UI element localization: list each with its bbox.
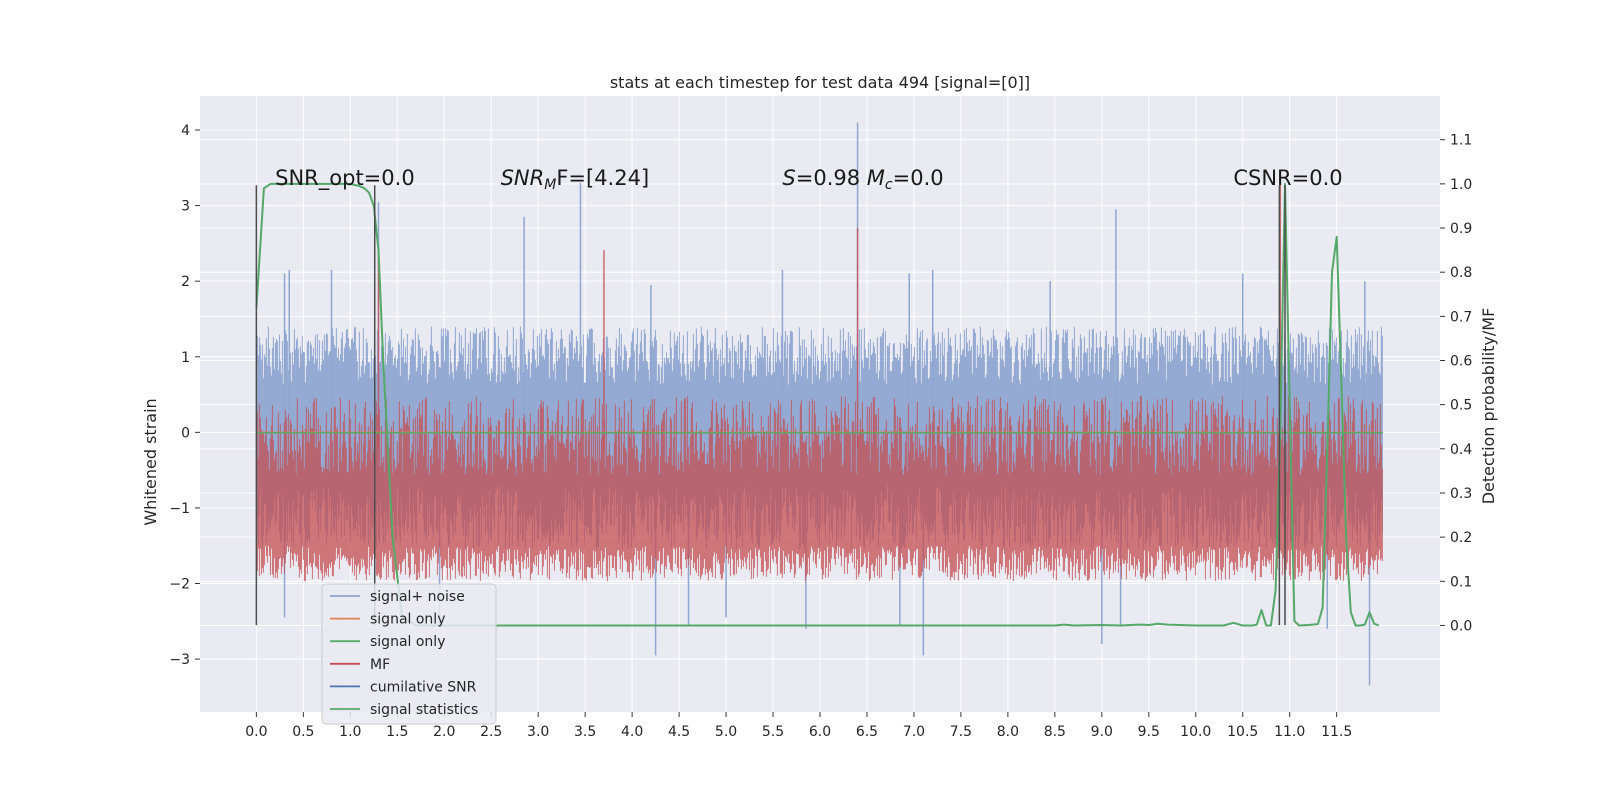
y-tick-label: 1	[181, 350, 190, 366]
legend-label: signal only	[370, 612, 445, 628]
annotation: S=0.98 Mc=0.0	[782, 166, 943, 193]
y-tick-label: 0	[181, 425, 190, 441]
x-tick-label: 7.0	[903, 724, 925, 740]
y2-tick-label: 1.1	[1450, 133, 1472, 149]
x-tick-label: 6.0	[809, 724, 831, 740]
x-tick-label: 6.5	[856, 724, 878, 740]
annotation-tail: F=[4.24]	[556, 166, 649, 190]
chart-title: stats at each timestep for test data 494…	[610, 73, 1030, 92]
legend-label: signal statistics	[370, 702, 478, 718]
x-tick-label: 9.5	[1138, 724, 1160, 740]
x-tick-label: 2.5	[480, 724, 502, 740]
x-tick-label: 11.0	[1274, 724, 1305, 740]
y2-tick-label: 0.8	[1450, 265, 1472, 281]
legend-label: signal only	[370, 634, 445, 650]
axes: 0.0 0.5 1.0 1.5 2.0 2.5 3.0 3.5 4.0 4.5 5.0 5.5 6.0 6…	[169, 123, 1472, 740]
y2-tick-label: 0.5	[1450, 398, 1472, 414]
annotation-part: SNR	[501, 166, 545, 190]
y2-tick-label: 0.0	[1450, 618, 1472, 634]
y-tick-label: 2	[181, 274, 190, 290]
x-tick-label: 4.5	[668, 724, 690, 740]
legend-box	[321, 583, 497, 725]
y2-tick-label: 0.1	[1450, 574, 1472, 590]
x-tick-label: 5.5	[762, 724, 784, 740]
legend-label: MF	[370, 657, 390, 673]
y2-tick-label: 0.3	[1450, 486, 1472, 502]
x-tick-label: 0.0	[245, 724, 267, 740]
annotation-part: S	[782, 166, 795, 190]
y-tick-label: −1	[169, 501, 190, 517]
y2-tick-label: 0.4	[1450, 442, 1472, 458]
x-tick-label: 1.0	[339, 724, 361, 740]
annotations: SNR_opt=0.0 SNRMF=[4.24] S=0.98 Mc=0.0 CSNR…	[275, 166, 1342, 193]
annotation: SNR_opt=0.0	[275, 166, 415, 191]
y-tick-label: 4	[181, 123, 190, 139]
x-tick-label: 7.5	[950, 724, 972, 740]
legend-label: signal+ noise	[370, 589, 465, 605]
annotation-sub: M	[544, 177, 556, 193]
legend-label: cumilative SNR	[370, 679, 477, 695]
x-tick-label: 2.0	[433, 724, 455, 740]
x-tick-label: 3.5	[574, 724, 596, 740]
annotation-tail: =0.0	[893, 166, 944, 190]
y2-tick-label: 0.2	[1450, 530, 1472, 546]
x-tick-label: 9.0	[1091, 724, 1113, 740]
x-tick-label: 11.5	[1321, 724, 1352, 740]
x-tick-label: 4.0	[621, 724, 643, 740]
x-tick-label: 5.0	[715, 724, 737, 740]
annotation: CSNR=0.0	[1233, 166, 1342, 190]
annotation-sub: c	[885, 177, 893, 193]
series-mf	[255, 395, 1383, 582]
y2-axis-label: Detection probability/MF	[1479, 308, 1498, 505]
series-signal-statistics	[255, 182, 1380, 627]
y2-tick-label: 0.7	[1450, 309, 1472, 325]
x-tick-label: 8.5	[1044, 724, 1066, 740]
vertical-markers	[255, 185, 1286, 626]
series-layer	[255, 122, 1383, 686]
x-tick-label: 8.0	[997, 724, 1019, 740]
legend: signal+ noise signal only signal only MF cum…	[321, 583, 497, 725]
x-tick-label: 10.0	[1180, 724, 1211, 740]
y-axis-label: Whitened strain	[141, 398, 160, 525]
x-tick-label: 0.5	[292, 724, 314, 740]
y-tick-label: 3	[181, 199, 190, 215]
annotation-part: M	[867, 166, 885, 190]
x-tick-label: 3.0	[527, 724, 549, 740]
x-tick-label: 10.5	[1227, 724, 1258, 740]
y-tick-label: −3	[169, 652, 190, 668]
x-tick-label: 1.5	[386, 724, 408, 740]
annotation-tail: =0.98	[796, 166, 867, 190]
y2-tick-label: 0.9	[1450, 221, 1472, 237]
y2-tick-label: 0.6	[1450, 354, 1472, 370]
series-mf-spikes	[377, 183, 1282, 449]
annotation: SNRMF=[4.24]	[501, 166, 650, 193]
y-tick-label: −2	[169, 577, 190, 593]
y2-tick-label: 1.0	[1450, 177, 1472, 193]
